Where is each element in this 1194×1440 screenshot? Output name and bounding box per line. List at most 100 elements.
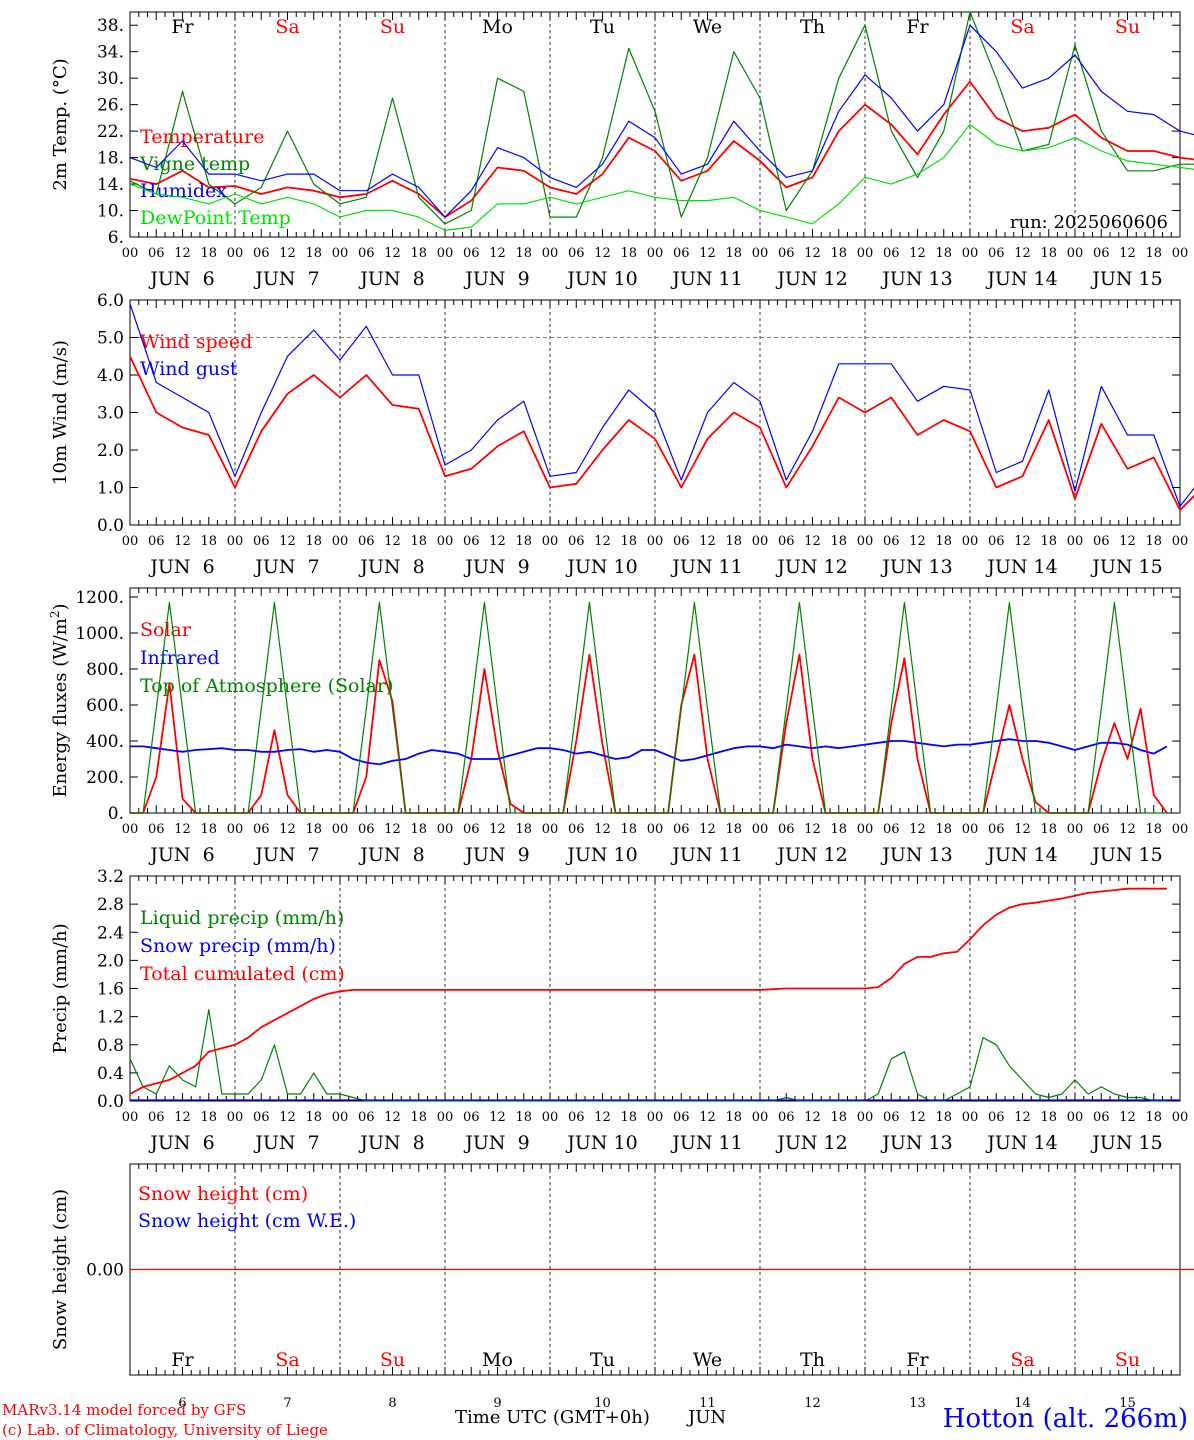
hour-label: 18 bbox=[620, 822, 637, 837]
hour-label: 18 bbox=[725, 1110, 742, 1125]
hour-label: 06 bbox=[778, 1110, 795, 1125]
y-axis-label: Precip (mm/h) bbox=[50, 923, 71, 1053]
hour-label: 00 bbox=[122, 822, 139, 837]
x-axis-month: JUN bbox=[686, 1407, 726, 1428]
hour-label: 06 bbox=[463, 1110, 480, 1125]
date-label: JUN 7 bbox=[253, 1132, 319, 1154]
weekday-label: Fr bbox=[906, 1349, 929, 1371]
hour-label: 12 bbox=[1119, 534, 1136, 549]
y-tick-label: 2.0 bbox=[97, 951, 124, 971]
hour-label: 06 bbox=[463, 534, 480, 549]
hour-label: 00 bbox=[332, 822, 349, 837]
date-label: JUN 12 bbox=[775, 1132, 847, 1154]
hour-label: 12 bbox=[804, 822, 821, 837]
y-tick-label: 22. bbox=[97, 122, 124, 142]
hour-label: 18 bbox=[515, 1110, 532, 1125]
date-label: JUN 7 bbox=[253, 268, 319, 290]
hour-label: 06 bbox=[358, 822, 375, 837]
date-label: JUN 6 bbox=[148, 844, 214, 866]
weekday-label: Tu bbox=[590, 1349, 615, 1371]
credit-line-1: MARv3.14 model forced by GFS bbox=[2, 1401, 246, 1419]
y-tick-label: 600. bbox=[86, 696, 124, 716]
date-label: JUN 13 bbox=[880, 1132, 952, 1154]
hour-label: 00 bbox=[857, 1110, 874, 1125]
weekday-label: Th bbox=[800, 16, 825, 38]
hour-label: 06 bbox=[883, 246, 900, 261]
date-label: JUN 10 bbox=[565, 556, 637, 578]
x-axis-label: Time UTC (GMT+0h) bbox=[455, 1407, 650, 1428]
hour-label: 18 bbox=[200, 822, 217, 837]
hour-label: 00 bbox=[647, 822, 664, 837]
date-label: JUN 11 bbox=[670, 556, 742, 578]
hour-label: 18 bbox=[1145, 1110, 1162, 1125]
y-tick-label: 1.2 bbox=[97, 1008, 124, 1028]
weekday-label: We bbox=[693, 16, 722, 38]
hour-label: 06 bbox=[358, 246, 375, 261]
series-line bbox=[129, 1008, 1167, 1102]
hour-label: 12 bbox=[804, 246, 821, 261]
hour-label: 12 bbox=[1014, 246, 1031, 261]
y-tick-label: 2.8 bbox=[97, 895, 124, 915]
hour-label: 00 bbox=[332, 534, 349, 549]
weekday-label: Sa bbox=[275, 1349, 299, 1371]
hour-label: 00 bbox=[1067, 246, 1084, 261]
hour-label: 12 bbox=[699, 246, 716, 261]
hour-label: 06 bbox=[1093, 1110, 1110, 1125]
y-tick-label: 0. bbox=[108, 804, 124, 824]
date-label: JUN 14 bbox=[985, 1132, 1057, 1154]
hour-label: 12 bbox=[1119, 822, 1136, 837]
hour-label: 18 bbox=[1040, 822, 1057, 837]
hour-label: 18 bbox=[830, 534, 847, 549]
date-label: JUN 8 bbox=[358, 844, 424, 866]
hour-label: 00 bbox=[857, 822, 874, 837]
legend-entry: Total cumulated (cm) bbox=[140, 963, 345, 985]
hour-label: 06 bbox=[778, 246, 795, 261]
hour-label: 12 bbox=[909, 534, 926, 549]
hour-label: 12 bbox=[699, 534, 716, 549]
y-tick-label: 14. bbox=[97, 175, 124, 195]
hour-label: 12 bbox=[279, 534, 296, 549]
legend-entry: Temperature bbox=[140, 126, 264, 148]
hour-label: 18 bbox=[1145, 822, 1162, 837]
hour-label: 18 bbox=[515, 534, 532, 549]
hour-label: 12 bbox=[279, 822, 296, 837]
y-tick-label: 26. bbox=[97, 96, 124, 116]
minor-ticks bbox=[129, 1164, 1181, 1375]
date-label: JUN 10 bbox=[565, 268, 637, 290]
series-line bbox=[129, 123, 1194, 231]
hour-label: 00 bbox=[227, 1110, 244, 1125]
hour-label: 12 bbox=[909, 1110, 926, 1125]
hour-label: 18 bbox=[305, 534, 322, 549]
weekday-label: Th bbox=[800, 1349, 825, 1371]
hour-label: 12 bbox=[699, 1110, 716, 1125]
hour-label: 06 bbox=[778, 534, 795, 549]
weekday-label: Mo bbox=[482, 16, 513, 38]
hour-label: 00 bbox=[1172, 1110, 1189, 1125]
hour-label: 06 bbox=[673, 246, 690, 261]
hour-label: 18 bbox=[515, 822, 532, 837]
hour-label: 12 bbox=[1014, 534, 1031, 549]
day-number-label: 8 bbox=[388, 1396, 396, 1411]
hour-label: 06 bbox=[253, 246, 270, 261]
date-label: JUN 13 bbox=[880, 268, 952, 290]
hour-label: 12 bbox=[1014, 1110, 1031, 1125]
hour-label: 00 bbox=[647, 1110, 664, 1125]
hour-label: 12 bbox=[1119, 246, 1136, 261]
day-number-label: 9 bbox=[493, 1396, 501, 1411]
hour-label: 00 bbox=[1067, 534, 1084, 549]
panel-2: 0.0 1.0 2.0 3.0 4.0 5.0 6.0 10m Wind (m/s) 00 06 1… bbox=[50, 291, 1194, 578]
hour-label: 12 bbox=[1014, 822, 1031, 837]
hour-label: 18 bbox=[725, 534, 742, 549]
date-label: JUN 14 bbox=[985, 844, 1057, 866]
date-label: JUN 11 bbox=[670, 268, 742, 290]
date-label: JUN 8 bbox=[358, 556, 424, 578]
series-line bbox=[129, 887, 1167, 1095]
hour-label: 06 bbox=[463, 246, 480, 261]
weekday-label: Sa bbox=[1010, 1349, 1034, 1371]
date-label: JUN 7 bbox=[253, 556, 319, 578]
hour-label: 18 bbox=[515, 246, 532, 261]
hour-label: 12 bbox=[909, 822, 926, 837]
weekday-label: Mo bbox=[482, 1349, 513, 1371]
hour-label: 18 bbox=[305, 822, 322, 837]
y-tick-label: 2.4 bbox=[97, 923, 124, 943]
